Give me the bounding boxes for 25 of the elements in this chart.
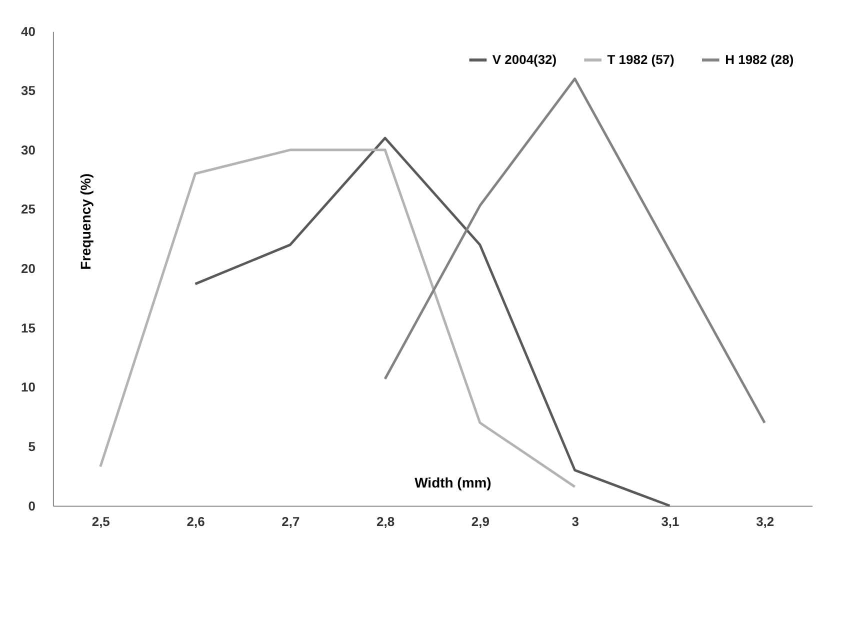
y-tick-label: 15 bbox=[21, 320, 36, 336]
legend-label: T 1982 (57) bbox=[607, 52, 674, 68]
y-axis-title: Frequency (%) bbox=[77, 173, 94, 270]
x-tick-label: 3 bbox=[572, 514, 579, 530]
line-series bbox=[194, 136, 671, 508]
x-tick-label: 2,6 bbox=[186, 514, 205, 530]
y-tick-label: 20 bbox=[21, 261, 36, 276]
legend-label: V 2004(32) bbox=[492, 52, 557, 68]
y-tick-label: 40 bbox=[21, 24, 36, 39]
x-tick-label: 2,8 bbox=[376, 514, 395, 530]
y-tick-label: 30 bbox=[21, 142, 36, 158]
x-tick-label: 2,9 bbox=[471, 514, 490, 530]
y-tick-label: 10 bbox=[21, 380, 36, 395]
y-tick-label: 25 bbox=[21, 202, 36, 217]
x-tick-label: 3,2 bbox=[756, 514, 774, 530]
x-tick-label: 3,1 bbox=[661, 514, 680, 530]
y-tick-label: 5 bbox=[28, 438, 36, 454]
legend-label: H 1982 (28) bbox=[725, 52, 794, 68]
x-tick-label: 2,5 bbox=[92, 514, 110, 530]
x-axis-title: Width (mm) bbox=[414, 474, 492, 490]
y-tick-label: 35 bbox=[21, 83, 36, 98]
line-series bbox=[99, 148, 576, 488]
x-tick-label: 2,7 bbox=[282, 514, 300, 530]
line-series bbox=[384, 78, 766, 424]
y-tick-label: 0 bbox=[28, 498, 36, 514]
